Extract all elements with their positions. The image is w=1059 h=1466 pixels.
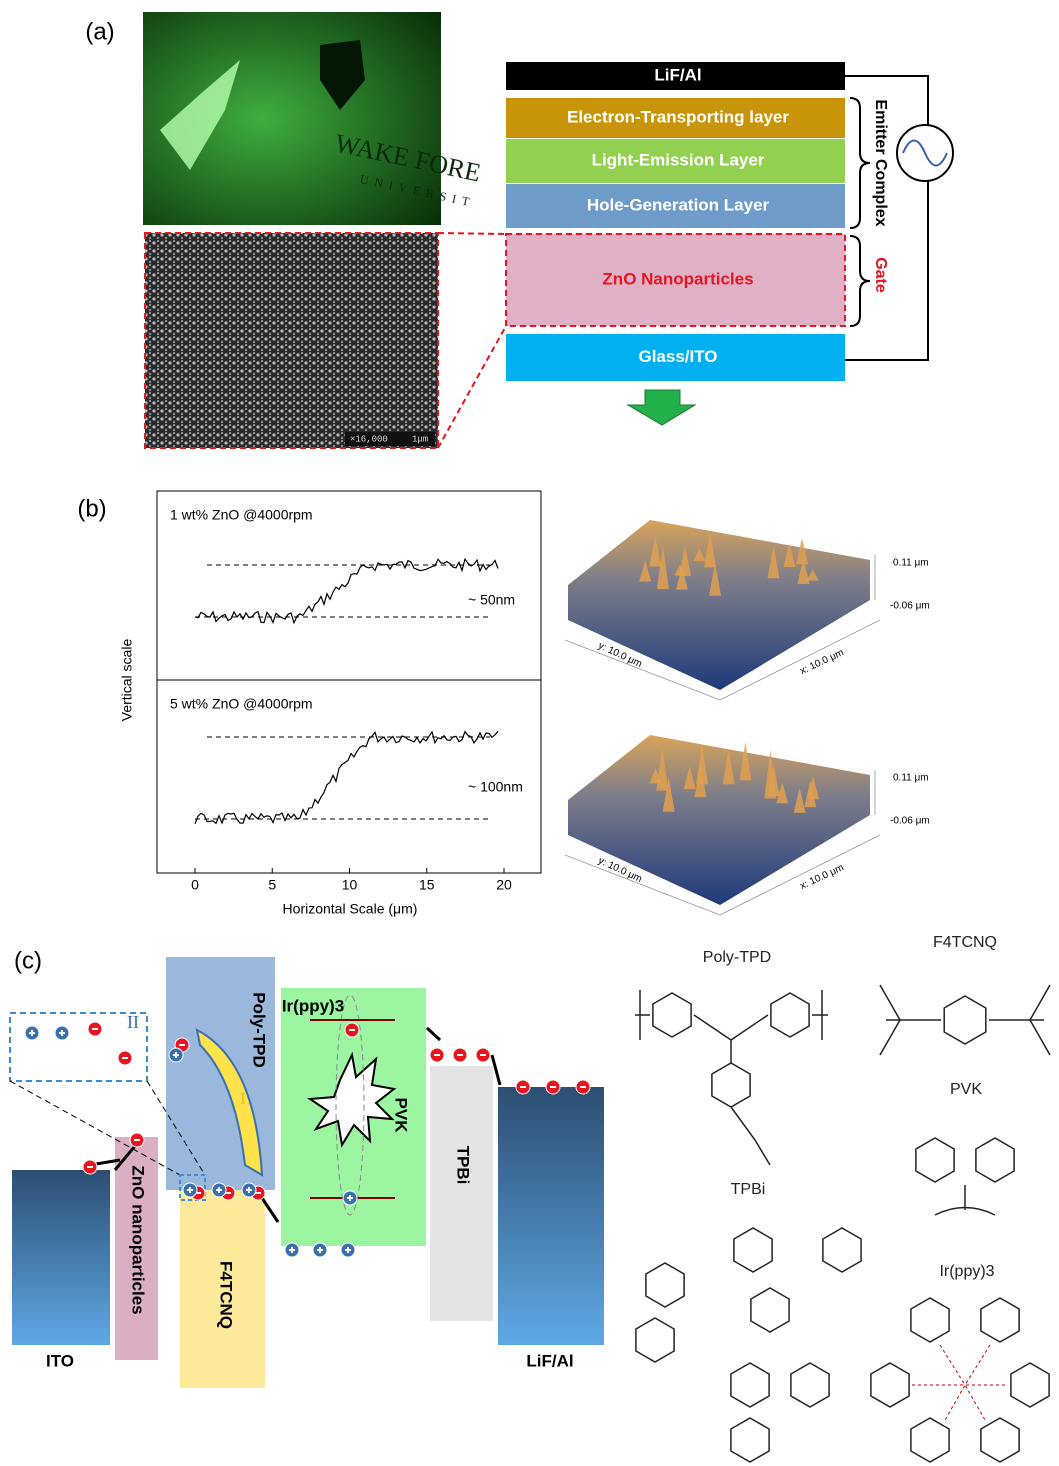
y-axis-label: Vertical scale (119, 639, 135, 722)
x-tick-label: 0 (191, 877, 199, 893)
x-axis-label: Horizontal Scale (μm) (283, 901, 418, 917)
band-label: PVK (392, 1098, 411, 1134)
ring (871, 1363, 909, 1407)
layer-label: Glass/ITO (638, 347, 717, 366)
x-tick-label: 15 (419, 877, 435, 893)
ring (823, 1228, 861, 1272)
afm-z: -0.06 μm (890, 816, 930, 827)
ring (712, 1063, 750, 1107)
sem-scale: ×16,000 (350, 434, 388, 444)
band-label: TPBi (454, 1146, 473, 1185)
layer-label: Electron-Transporting layer (567, 107, 789, 126)
ring (1011, 1363, 1049, 1407)
step-label: ~ 50nm (468, 592, 515, 608)
band-label: ITO (46, 1351, 74, 1370)
layer-label: Hole-Generation Layer (587, 195, 770, 214)
ring (653, 993, 691, 1037)
panel-label: (a) (85, 18, 114, 45)
bond (935, 1185, 995, 1215)
afm-z: 0.11 μm (893, 558, 929, 569)
afm-x: x: 10.0 μm (798, 647, 845, 677)
brace (850, 98, 870, 228)
step-label: ~ 100nm (468, 779, 523, 795)
x-tick-label: 10 (342, 877, 358, 893)
zoom-line (438, 326, 506, 448)
brace-label: Gate (872, 257, 889, 293)
profile-curve (195, 559, 498, 623)
inset-label: II (127, 1012, 139, 1032)
molecule-name: F4TCNQ (933, 934, 997, 951)
ring (911, 1298, 949, 1342)
ito-band (12, 1170, 110, 1345)
profile-title: 5 wt% ZnO @4000rpm (170, 696, 313, 712)
brace-label: Emitter Complex (872, 99, 889, 226)
bond (635, 990, 828, 1165)
afm-x: x: 10.0 μm (798, 862, 845, 892)
x-tick-label: 5 (268, 877, 276, 893)
sem-image (145, 233, 438, 448)
panel-label: (b) (77, 495, 106, 522)
ring (981, 1418, 1019, 1462)
ring (981, 1298, 1019, 1342)
layer-label: Light-Emission Layer (592, 150, 765, 169)
molecule-name: Poly-TPD (703, 949, 771, 966)
band-label: Poly-TPD (250, 992, 269, 1068)
ring (636, 1318, 674, 1362)
ring (646, 1263, 684, 1307)
profile-title: 1 wt% ZnO @4000rpm (170, 507, 313, 523)
ring (731, 1418, 769, 1462)
ring (791, 1363, 829, 1407)
afm-z: -0.06 μm (890, 601, 930, 612)
tpbi-band (430, 1066, 493, 1321)
ring (751, 1288, 789, 1332)
ring (944, 996, 986, 1044)
bond (912, 1345, 1008, 1420)
profile-frame (157, 491, 541, 873)
molecule-name: Ir(ppy)3 (939, 1263, 994, 1280)
inset-line (10, 1081, 180, 1175)
band-label: F4TCNQ (217, 1261, 236, 1329)
x-tick-label: 20 (496, 877, 512, 893)
sem-scale: 1μm (412, 434, 428, 444)
ring (976, 1138, 1014, 1182)
molecule-name: TPBi (731, 1181, 766, 1198)
zoom-line (438, 233, 506, 234)
band-label: ZnO nanoparticles (129, 1165, 148, 1314)
panel-label: (c) (14, 947, 42, 974)
ring (734, 1228, 772, 1272)
band-label: LiF/Al (526, 1351, 573, 1370)
brace (850, 236, 870, 326)
profiles: 0 5 10 15 20 1 wt% ZnO @4000rpm ~ 50nm 5 wt% Zn… (170, 507, 523, 893)
molecules: Poly-TPD F4TCNQ PVK TPBi Ir(ppy)3 (635, 934, 1050, 1462)
afm-z: 0.11 μm (893, 773, 929, 784)
lifal-band (498, 1087, 604, 1345)
ring (911, 1418, 949, 1462)
light-arrow (628, 390, 695, 425)
profile-curve (195, 731, 498, 824)
molecule-name: PVK (950, 1081, 982, 1098)
ring (731, 1363, 769, 1407)
path-label: I (240, 1089, 246, 1108)
ring (916, 1138, 954, 1182)
layer-label: ZnO Nanoparticles (602, 269, 753, 288)
layer-label: LiF/Al (654, 65, 701, 84)
ring (771, 993, 809, 1037)
band-label: Ir(ppy)3 (282, 996, 344, 1015)
layer-stack: LiF/Al Electron-Transporting layer Light-E… (506, 62, 845, 381)
figure: (a) WAKE FORE UNIVERSIT ×16,000 1μm LiF/… (0, 0, 1059, 1466)
